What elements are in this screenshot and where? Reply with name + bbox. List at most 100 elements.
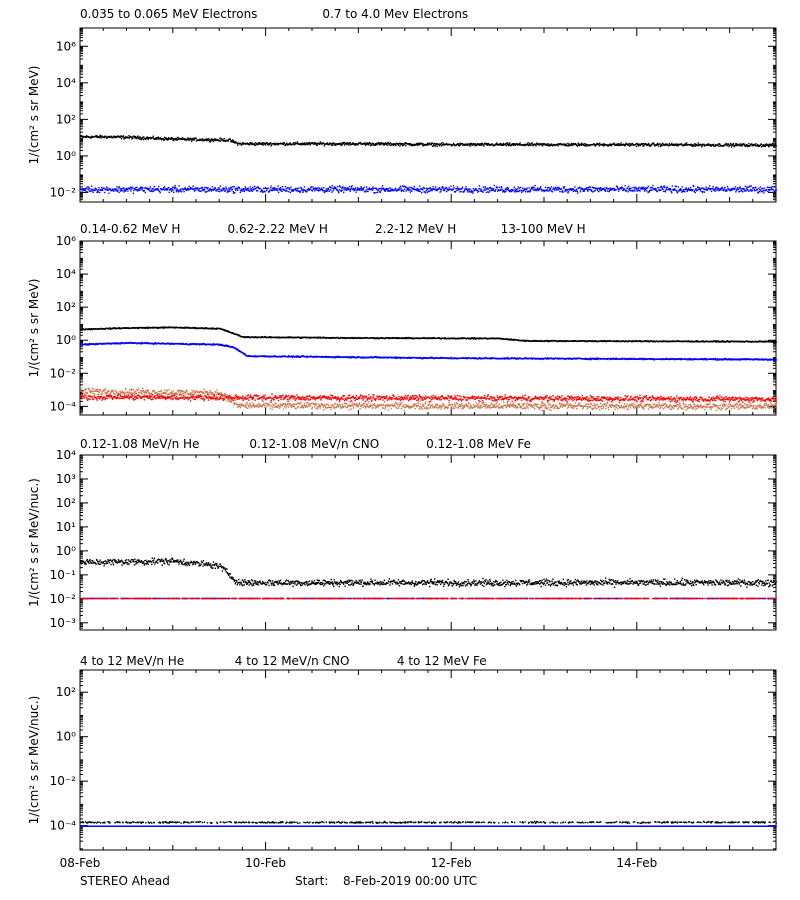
data-point	[530, 188, 532, 190]
data-point	[700, 144, 702, 146]
data-point	[582, 189, 584, 191]
data-point	[116, 190, 119, 192]
data-point	[227, 140, 230, 142]
data-point	[421, 192, 423, 194]
data-point	[163, 189, 165, 191]
data-point	[277, 191, 280, 194]
data-point	[396, 337, 398, 339]
data-point	[412, 187, 414, 190]
data-point	[205, 187, 208, 189]
data-point	[767, 144, 769, 146]
data-point	[675, 185, 677, 188]
data-point	[266, 142, 268, 144]
data-point	[373, 192, 376, 194]
data-point	[221, 344, 223, 347]
data-point	[551, 191, 554, 193]
data-point	[163, 327, 165, 329]
data-point	[746, 340, 749, 342]
data-point	[659, 145, 662, 148]
data-point	[297, 190, 300, 193]
data-point	[376, 143, 379, 146]
data-point	[458, 144, 460, 146]
data-point	[115, 188, 118, 191]
data-point	[319, 143, 321, 145]
data-point	[763, 187, 765, 189]
data-point	[163, 139, 165, 141]
data-point	[513, 144, 515, 147]
data-point	[557, 187, 559, 189]
data-point	[243, 188, 245, 190]
data-point	[539, 186, 542, 188]
data-point	[713, 189, 715, 191]
data-point	[617, 190, 620, 192]
data-point	[175, 137, 177, 140]
data-point	[389, 143, 391, 145]
data-point	[223, 140, 225, 142]
data-point	[241, 143, 243, 145]
data-point	[87, 188, 89, 191]
data-point	[492, 188, 494, 190]
data-point	[686, 188, 688, 191]
data-point	[327, 187, 329, 190]
data-point	[82, 188, 84, 190]
data-point	[694, 145, 696, 147]
data-point	[470, 142, 473, 145]
data-point	[598, 145, 600, 147]
data-point	[584, 189, 586, 191]
data-point	[510, 338, 512, 340]
data-point	[166, 137, 168, 140]
data-point	[234, 188, 236, 190]
data-point	[411, 144, 413, 146]
data-point	[375, 143, 378, 145]
data-point	[224, 190, 226, 192]
data-point	[387, 190, 389, 192]
data-point	[407, 187, 409, 189]
data-point	[436, 189, 438, 192]
data-point	[273, 189, 275, 191]
data-point	[125, 189, 127, 191]
data-point	[434, 145, 436, 147]
data-point	[467, 191, 469, 193]
data-point	[599, 142, 601, 144]
data-point	[486, 187, 489, 189]
data-point	[210, 139, 212, 142]
data-point	[637, 144, 639, 146]
data-point	[459, 188, 462, 190]
data-point	[97, 191, 99, 193]
data-point	[186, 188, 188, 191]
data-point	[268, 142, 270, 145]
data-point	[653, 144, 656, 146]
data-point	[470, 144, 472, 146]
data-point	[166, 187, 168, 190]
data-point	[701, 145, 704, 147]
data-point	[618, 143, 620, 145]
data-point	[210, 190, 213, 192]
data-point	[139, 138, 141, 140]
data-point	[536, 188, 538, 191]
data-point	[215, 139, 217, 142]
data-point	[153, 343, 155, 346]
data-point	[375, 192, 377, 194]
data-point	[337, 185, 339, 188]
data-point	[613, 189, 615, 192]
data-point	[631, 142, 634, 145]
data-point	[664, 144, 666, 146]
data-point	[249, 190, 251, 192]
data-point	[385, 143, 388, 146]
data-point	[764, 341, 766, 343]
data-point	[303, 142, 306, 144]
data-point	[134, 137, 136, 139]
data-point	[510, 145, 512, 147]
data-point	[410, 143, 412, 145]
data-point	[729, 341, 731, 343]
data-point	[212, 140, 215, 143]
data-point	[201, 187, 204, 189]
data-point	[100, 189, 102, 192]
data-point	[298, 187, 300, 189]
data-point	[100, 137, 102, 139]
data-point	[726, 340, 729, 342]
data-point	[107, 189, 110, 191]
data-point	[282, 143, 285, 145]
data-point	[227, 190, 230, 193]
